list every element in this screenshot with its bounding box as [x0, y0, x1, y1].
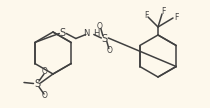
Text: S: S — [102, 33, 108, 44]
Text: S: S — [34, 79, 40, 89]
Text: O: O — [97, 22, 103, 31]
Text: O: O — [42, 68, 48, 76]
Text: F: F — [174, 13, 178, 21]
Text: O: O — [42, 91, 48, 101]
Text: H: H — [93, 29, 99, 38]
Text: N: N — [83, 29, 90, 38]
Text: O: O — [107, 46, 113, 55]
Text: F: F — [161, 6, 165, 16]
Text: S: S — [60, 28, 66, 37]
Text: F: F — [144, 10, 148, 20]
